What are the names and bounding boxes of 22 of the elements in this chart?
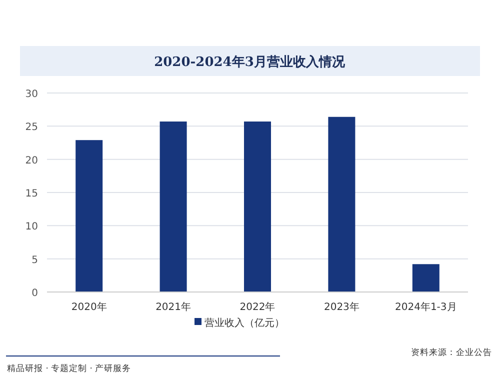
x-tick-label: 2021年 xyxy=(156,301,192,313)
chart-title: 2020-2024年3月营业收入情况 xyxy=(154,54,346,70)
y-tick-label: 15 xyxy=(25,188,38,200)
x-tick-label: 2023年 xyxy=(324,301,360,313)
bar xyxy=(244,122,271,292)
legend-label: 营业收入（亿元） xyxy=(204,317,284,329)
y-tick-label: 10 xyxy=(25,222,38,233)
bar xyxy=(328,116,356,292)
x-tick-label: 2024年1-3月 xyxy=(395,301,457,313)
y-tick-label: 25 xyxy=(25,122,38,134)
bar xyxy=(412,264,440,292)
y-tick-label: 0 xyxy=(32,288,38,299)
y-tick-label: 5 xyxy=(32,254,38,266)
bar xyxy=(76,140,103,292)
legend: 营业收入（亿元） xyxy=(194,318,284,329)
text: 资料来源：企业公告 xyxy=(411,347,492,358)
y-tick-label: 30 xyxy=(25,89,38,100)
text: 精品研报 · 专题定制 · 产研服务 xyxy=(7,363,132,374)
x-tick-label: 2020年 xyxy=(71,301,107,313)
x-tick-label: 2022年 xyxy=(240,301,276,313)
y-tick-label: 20 xyxy=(25,155,38,166)
bar xyxy=(160,122,187,292)
